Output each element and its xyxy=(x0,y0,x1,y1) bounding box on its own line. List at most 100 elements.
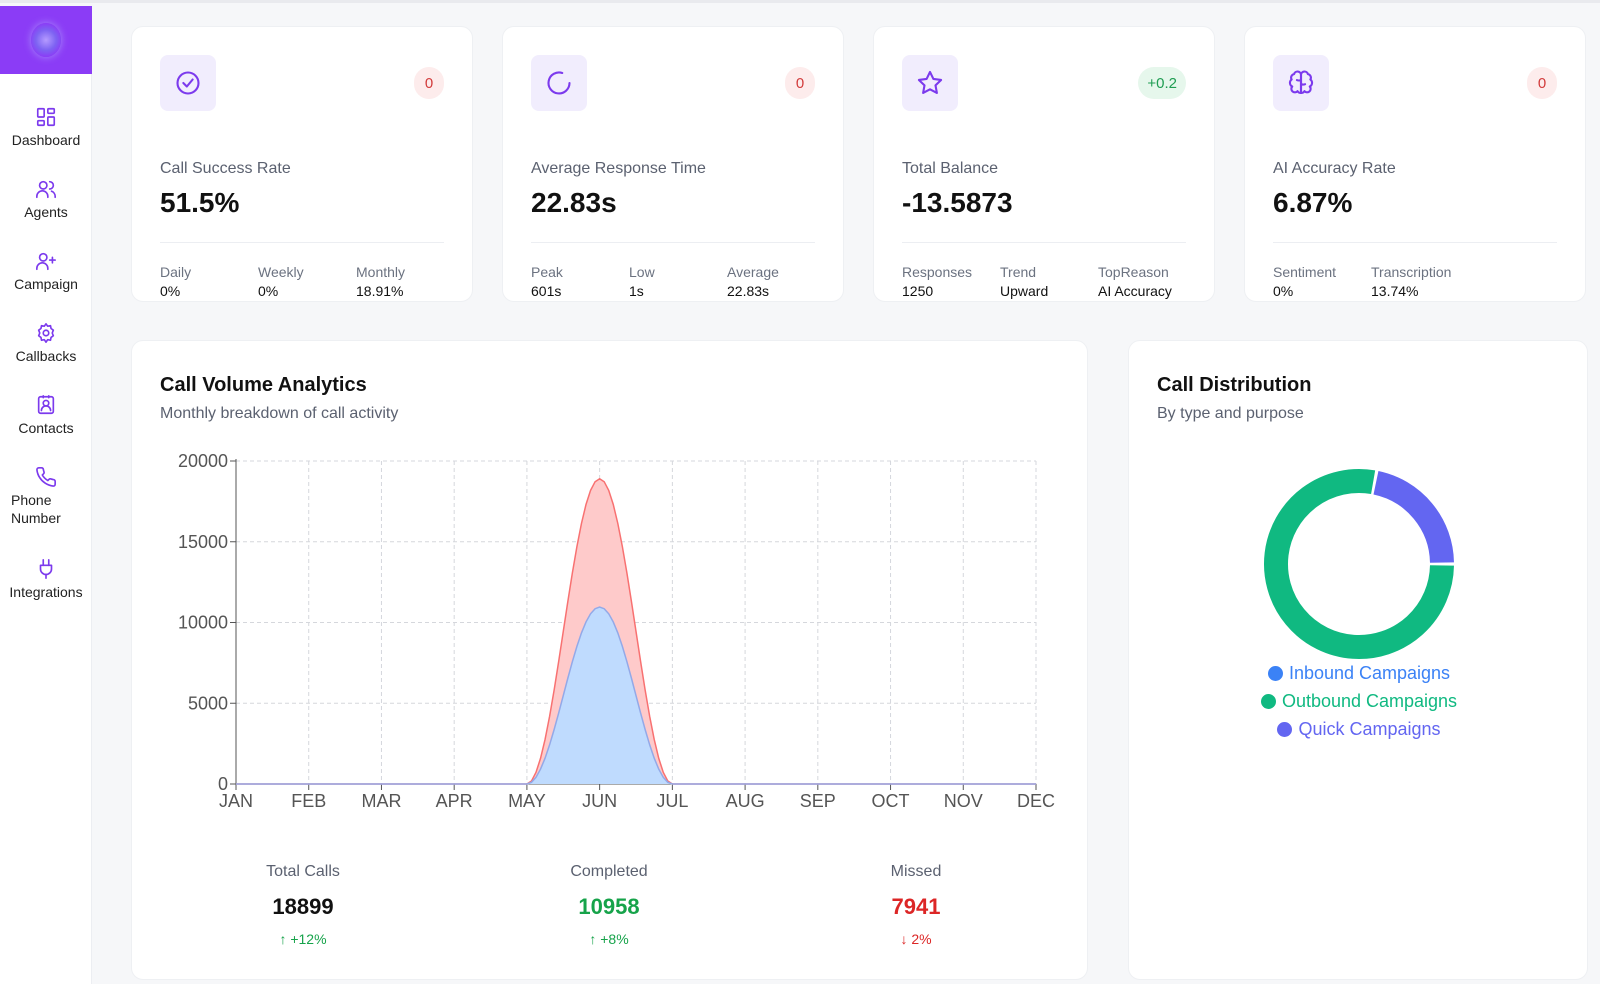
stat-value: 6.87% xyxy=(1273,187,1353,218)
x-tick-label: SEP xyxy=(800,791,836,811)
stat-sub-value: 0% xyxy=(258,283,279,299)
brain-icon xyxy=(1288,70,1314,94)
sidebar-item-label: Contacts xyxy=(18,420,74,436)
stat-sub-value: 0% xyxy=(160,283,181,299)
legend-swatch xyxy=(1267,665,1283,681)
stat-card-total-balance: +0.2 Total Balance -13.5873 Responses 125… xyxy=(873,26,1215,302)
users-icon xyxy=(36,180,56,199)
sidebar-item-integrations[interactable]: Integrations xyxy=(0,558,92,601)
stat-card-ai-accuracy: 0 AI Accuracy Rate 6.87% Sentiment 0% Tra… xyxy=(1244,26,1586,302)
legend-label: Quick Campaigns xyxy=(1298,718,1441,739)
sidebar-item-label: Campaign xyxy=(14,276,78,292)
sidebar-item-phone-number[interactable]: Phone Number xyxy=(0,466,92,527)
panel-subtitle: Monthly breakdown of call activity xyxy=(160,405,399,422)
sidebar-item-label: Dashboard xyxy=(11,132,81,148)
summary-missed: Missed 7941 ↓ 2% xyxy=(816,863,1016,947)
stat-title: Call Success Rate xyxy=(160,160,291,177)
sidebar-item-callbacks[interactable]: Callbacks xyxy=(0,322,92,365)
stat-card-response-time: 0 Average Response Time 22.83s Peak 601s … xyxy=(502,26,844,302)
stat-sub-value: 18.91% xyxy=(356,283,404,299)
check-circle-icon xyxy=(176,71,200,95)
x-tick-label: JUL xyxy=(656,791,688,811)
stat-sub-label: Peak xyxy=(531,264,563,280)
x-tick-label: JUN xyxy=(582,791,617,811)
summary-completed: Completed 10958 ↑ +8% xyxy=(509,863,709,947)
stat-sub-responses: Responses 1250 xyxy=(902,263,972,301)
x-tick-label: JAN xyxy=(219,791,253,811)
x-tick-label: NOV xyxy=(944,791,983,811)
call-distribution-donut xyxy=(1264,469,1454,659)
sidebar-item-label: Integrations xyxy=(9,584,83,600)
summary-label: Total Calls xyxy=(266,863,340,880)
stat-sub-label: Monthly xyxy=(356,264,406,280)
sidebar-item-campaign[interactable]: Campaign xyxy=(0,250,92,293)
stat-icon-box xyxy=(160,55,216,111)
legend-item-quick[interactable]: Quick Campaigns xyxy=(1129,715,1589,743)
legend-item-inbound[interactable]: Inbound Campaigns xyxy=(1129,659,1589,687)
stat-icon-box xyxy=(531,55,587,111)
donut-slice-outbound-campaigns[interactable] xyxy=(1264,469,1454,659)
divider xyxy=(902,242,1186,243)
summary-label: Missed xyxy=(890,863,942,880)
summary-value: 18899 xyxy=(272,894,334,919)
legend-label: Outbound Campaigns xyxy=(1281,690,1458,711)
stat-sub-label: Trend xyxy=(1000,264,1037,280)
change-badge: 0 xyxy=(414,67,444,99)
donut-slice-quick-campaigns[interactable] xyxy=(1373,471,1454,564)
sidebar-item-label: Agents xyxy=(24,204,68,220)
panel-subtitle: By type and purpose xyxy=(1157,405,1304,422)
stat-sub-label: Low xyxy=(629,264,655,280)
stat-card-call-success: 0 Call Success Rate 51.5% Daily 0% Weekly… xyxy=(131,26,473,302)
top-border xyxy=(0,0,1600,3)
sidebar-item-agents[interactable]: Agents xyxy=(0,178,92,221)
call-distribution-panel: Call Distribution By type and purpose In… xyxy=(1128,340,1588,980)
call-volume-panel: Call Volume Analytics Monthly breakdown … xyxy=(131,340,1088,980)
stat-sub-value: 13.74% xyxy=(1371,283,1419,299)
sidebar-item-dashboard[interactable]: Dashboard xyxy=(0,106,92,149)
y-tick-label: 20000 xyxy=(178,451,228,471)
x-tick-label: APR xyxy=(436,791,473,811)
change-badge: 0 xyxy=(1527,67,1557,99)
stat-sub-value: 0% xyxy=(1273,283,1294,299)
stat-sub-monthly: Monthly 18.91% xyxy=(356,263,405,301)
panel-title: Call Volume Analytics xyxy=(160,374,367,396)
stat-sub-value: 1250 xyxy=(902,283,934,299)
stat-sub-average: Average 22.83s xyxy=(727,263,779,301)
area-line-series-1 xyxy=(236,606,1036,785)
stat-sub-top-reason: TopReason AI Accuracy xyxy=(1098,263,1172,301)
legend-swatch xyxy=(1277,721,1293,737)
plug-icon xyxy=(39,559,53,579)
divider xyxy=(1273,242,1557,243)
panel-title: Call Distribution xyxy=(1157,374,1312,396)
stat-sub-trend: Trend Upward xyxy=(1000,263,1048,301)
x-tick-label: FEB xyxy=(291,791,326,811)
sidebar-item-label: Callbacks xyxy=(15,348,77,364)
app-logo[interactable] xyxy=(0,6,92,74)
legend-item-outbound[interactable]: Outbound Campaigns xyxy=(1129,687,1589,715)
stat-sub-weekly: Weekly 0% xyxy=(258,263,304,301)
star-icon xyxy=(917,70,943,94)
divider xyxy=(160,242,444,243)
logo-orb-icon xyxy=(31,23,61,57)
stat-sub-transcription: Transcription 13.74% xyxy=(1371,263,1451,301)
x-tick-label: DEC xyxy=(1017,791,1055,811)
stat-sub-label: Daily xyxy=(160,264,192,280)
stat-sub-peak: Peak 601s xyxy=(531,263,563,301)
stat-sub-low: Low 1s xyxy=(629,263,655,301)
stat-title: AI Accuracy Rate xyxy=(1273,160,1396,177)
stat-icon-box xyxy=(902,55,958,111)
phone-icon xyxy=(36,467,56,487)
sidebar-item-label: Phone Number xyxy=(11,492,61,526)
gear-icon xyxy=(37,323,55,343)
sidebar: Dashboard Agents Campaign Callbacks Cont… xyxy=(0,6,92,984)
change-badge: 0 xyxy=(785,67,815,99)
stat-sub-value: Upward xyxy=(1000,283,1049,299)
y-tick-label: 10000 xyxy=(178,613,228,633)
stat-sub-label: Weekly xyxy=(258,264,304,280)
sidebar-item-contacts[interactable]: Contacts xyxy=(0,394,92,437)
stat-sub-value: AI Accuracy xyxy=(1098,283,1172,299)
stat-sub-label: Responses xyxy=(902,264,973,280)
stat-sub-value: 22.83s xyxy=(727,283,770,299)
stat-sub-label: Sentiment xyxy=(1273,264,1337,280)
stat-icon-box xyxy=(1273,55,1329,111)
